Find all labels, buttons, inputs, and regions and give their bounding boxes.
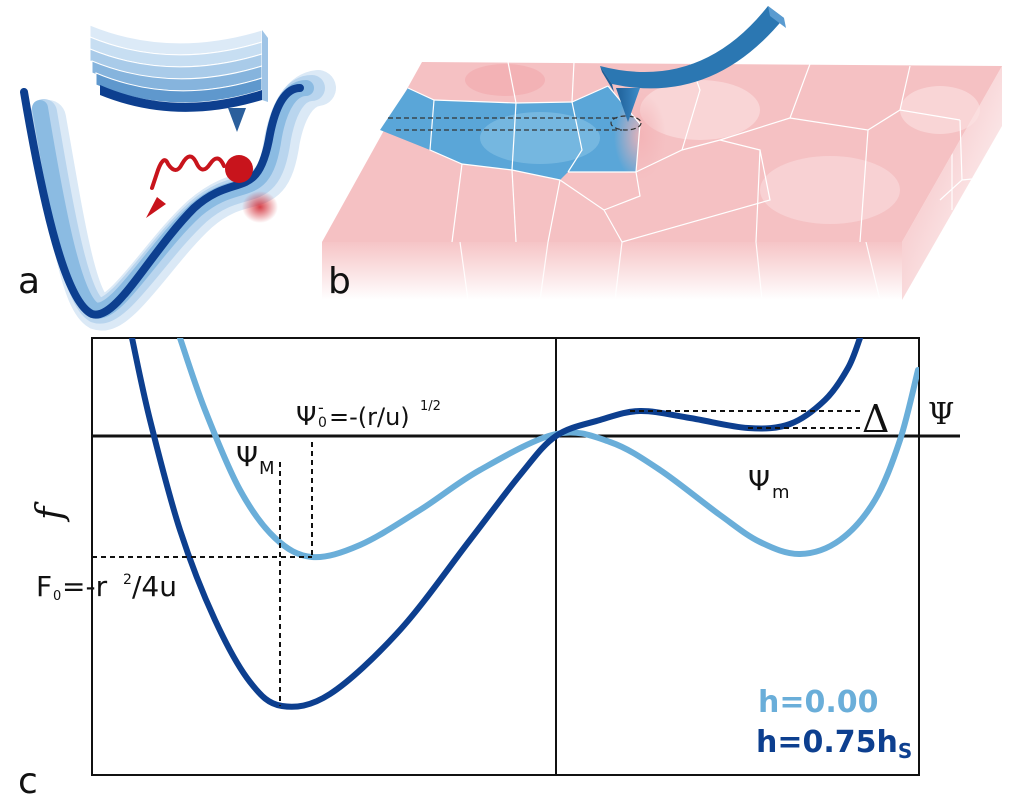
svg-text:2: 2 [123, 572, 132, 588]
particle [225, 155, 253, 183]
svg-text:-: - [318, 398, 324, 417]
panel-label-c: c [18, 761, 38, 802]
escape-arrow-head [146, 197, 166, 218]
svg-text:F: F [36, 570, 52, 603]
psi-M-label: Ψ M [236, 440, 275, 479]
svg-text:/4u: /4u [132, 570, 177, 603]
svg-text:1/2: 1/2 [420, 399, 441, 414]
svg-text:0: 0 [53, 589, 61, 604]
F0-label: F 0 =-r 2 /4u [36, 570, 177, 604]
panel-label-a: a [18, 261, 40, 302]
slab-front-face [322, 242, 902, 300]
energy-landscape-curve [20, 84, 304, 319]
svg-text:Ψ: Ψ [748, 464, 770, 497]
svg-text:=-(r/u): =-(r/u) [329, 403, 410, 431]
svg-text:Ψ: Ψ [236, 440, 258, 473]
svg-text:m: m [772, 482, 790, 503]
svg-text:0: 0 [318, 415, 327, 431]
panel-label-b: b [328, 261, 351, 302]
thermal-glow [242, 191, 278, 223]
curve-h-0.75hs [129, 338, 863, 710]
psi-zero-label: Ψ - 0 =-(r/u) 1/2 [296, 398, 441, 432]
cantilever-tip [228, 108, 246, 132]
legend-entry-h-0.00: h=0.00 [758, 685, 879, 720]
psi-m-label: Ψ m [748, 464, 790, 503]
legend-entry-h-0.75hs: h=0.75hS [756, 725, 912, 763]
legend: h=0.00 h=0.75hS [756, 685, 912, 763]
afm-cantilever [600, 6, 786, 122]
y-axis-label: f [30, 501, 71, 523]
cantilever-stack [89, 24, 268, 132]
escape-arrow [150, 154, 226, 190]
afm-tip [616, 88, 640, 122]
svg-text:Ψ: Ψ [296, 402, 316, 432]
delta-label: Δ [862, 397, 889, 441]
grain-boundaries [407, 61, 1003, 243]
scan-path [388, 115, 642, 131]
panel-b: b [322, 6, 1003, 302]
curve-h-0.00 [177, 338, 919, 561]
panel-a: a [18, 24, 336, 331]
svg-text:=-r: =-r [62, 570, 108, 603]
svg-text:M: M [259, 458, 275, 479]
guide-lines [92, 410, 860, 706]
x-axis-label: Ψ [928, 397, 954, 432]
panel-c: f Ψ Ψ - 0 =-(r/u) 1/2 Ψ M Ψ m F 0 =-r 2 … [18, 337, 960, 802]
